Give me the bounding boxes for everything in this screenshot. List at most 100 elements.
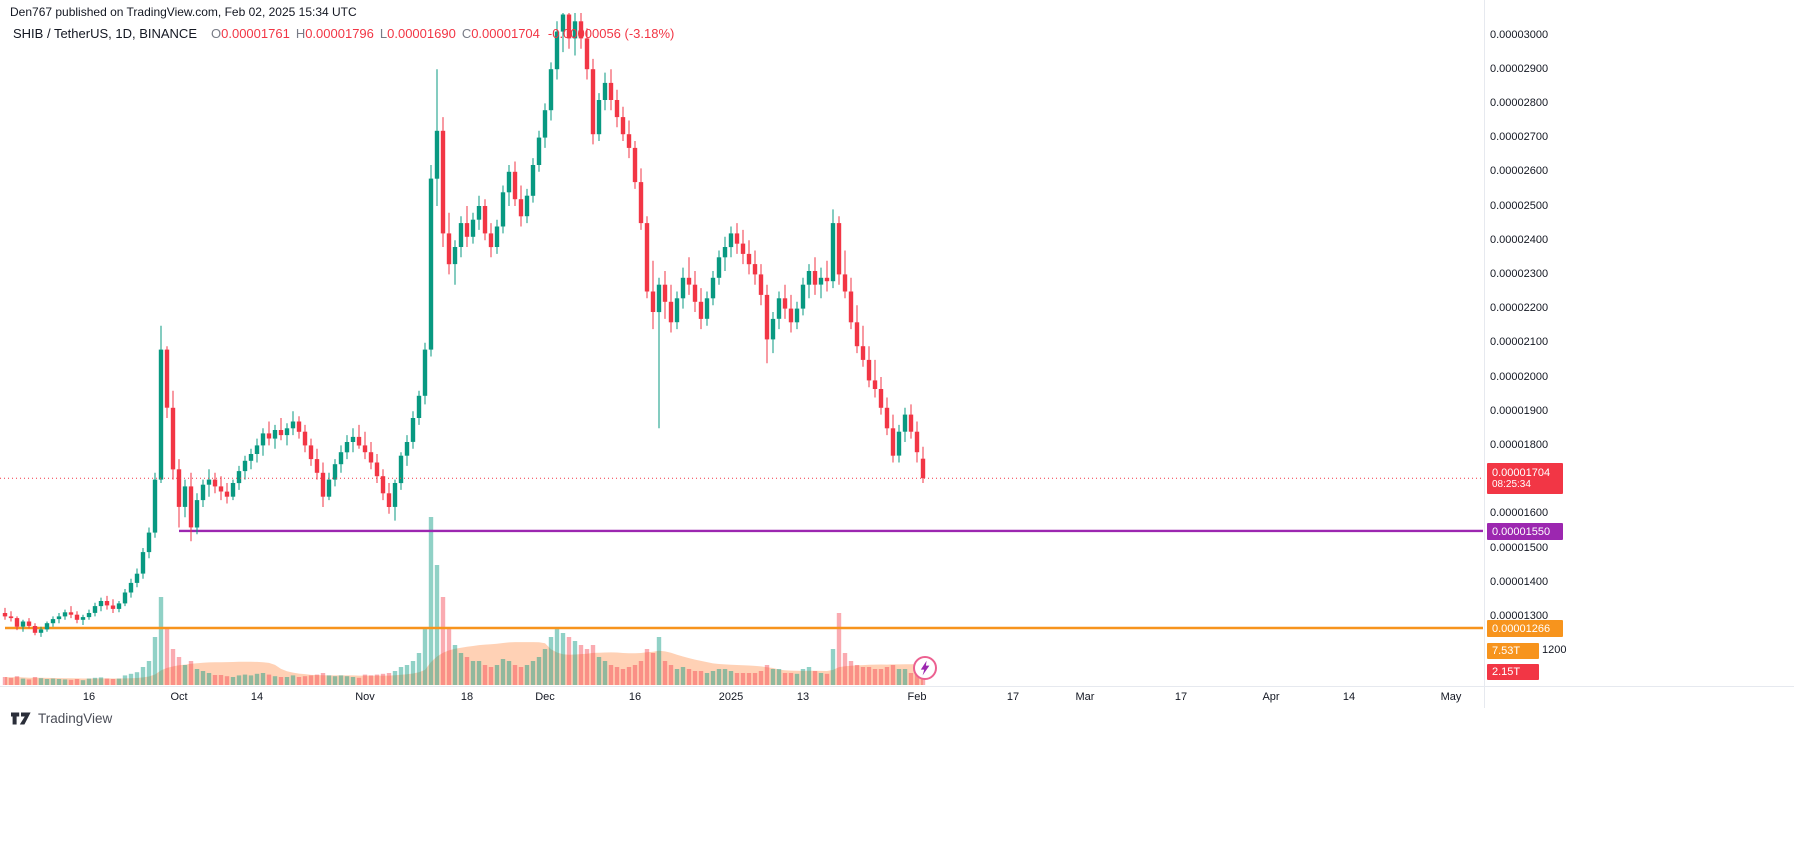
candle-body bbox=[92, 606, 98, 613]
candle-body bbox=[194, 500, 200, 528]
volume-bar bbox=[428, 517, 434, 685]
volume-bar bbox=[152, 637, 158, 685]
candle-body bbox=[392, 483, 398, 507]
candle-body bbox=[284, 428, 290, 436]
volume-ma-area bbox=[5, 642, 923, 685]
candle-body bbox=[500, 192, 506, 227]
volume-bar bbox=[218, 675, 224, 685]
candle-body bbox=[602, 82, 608, 100]
volume-bar bbox=[290, 675, 296, 685]
volume-bar bbox=[266, 674, 272, 685]
candle-body bbox=[710, 277, 716, 299]
price-axis-separator bbox=[1484, 0, 1485, 708]
volume-bar bbox=[734, 673, 740, 685]
volume-bar bbox=[860, 667, 866, 685]
volume-bar bbox=[764, 665, 770, 685]
volume-badge: 2.15T bbox=[1487, 664, 1539, 680]
volume-bar bbox=[398, 667, 404, 685]
lightning-bolt-icon bbox=[920, 660, 930, 676]
volume-bar bbox=[140, 667, 146, 685]
volume-bar bbox=[608, 665, 614, 685]
volume-bar bbox=[230, 677, 236, 685]
candle-body bbox=[200, 484, 206, 501]
flash-reaction-icon[interactable] bbox=[911, 654, 939, 682]
candle-body bbox=[470, 219, 476, 237]
volume-bar bbox=[38, 678, 44, 685]
candle-body bbox=[386, 493, 392, 507]
candle-body bbox=[2, 613, 8, 617]
tradingview-mark-icon bbox=[11, 712, 31, 725]
volume-bar bbox=[368, 675, 374, 685]
volume-bar bbox=[422, 629, 428, 685]
volume-bar bbox=[770, 669, 776, 685]
candle-body bbox=[896, 431, 902, 456]
candle-body bbox=[518, 199, 524, 217]
volume-bar bbox=[104, 678, 110, 685]
volume-bar bbox=[8, 677, 14, 685]
candle-body bbox=[80, 617, 86, 620]
candle-body bbox=[452, 247, 458, 265]
volume-bar bbox=[866, 667, 872, 685]
candle-body bbox=[398, 455, 404, 484]
candle-body bbox=[890, 428, 896, 456]
open-value: 0.00001761 bbox=[221, 26, 290, 41]
candle-body bbox=[416, 395, 422, 418]
candle-body bbox=[578, 21, 584, 39]
volume-bar bbox=[662, 661, 668, 685]
price-axis-label: 1200 bbox=[1542, 644, 1567, 656]
candle-body bbox=[164, 349, 170, 408]
candle-body bbox=[128, 582, 134, 593]
candle-body bbox=[260, 433, 266, 446]
volume-bar bbox=[842, 653, 848, 685]
high-value: 0.00001796 bbox=[305, 26, 374, 41]
volume-bar bbox=[314, 674, 320, 685]
time-axis-label: 16 bbox=[628, 691, 642, 703]
candle-body bbox=[524, 195, 530, 217]
volume-bar bbox=[644, 649, 650, 685]
volume-bar bbox=[740, 673, 746, 685]
candle-body bbox=[26, 621, 32, 626]
candle-body bbox=[860, 346, 866, 360]
candle-body bbox=[404, 442, 410, 456]
bar-countdown: 08:25:34 bbox=[1492, 479, 1531, 490]
tradingview-logo[interactable]: TradingView bbox=[10, 711, 112, 726]
candle-body bbox=[482, 206, 488, 234]
candle-body bbox=[110, 605, 116, 609]
volume-bar bbox=[824, 673, 830, 685]
volume-bar bbox=[464, 657, 470, 685]
candle-body bbox=[554, 31, 560, 70]
last-price-badge: 0.00001704 08:25:34 bbox=[1487, 463, 1563, 494]
candle-body bbox=[794, 308, 800, 323]
candle-body bbox=[104, 601, 110, 606]
volume-bar bbox=[716, 669, 722, 685]
volume-bar bbox=[632, 665, 638, 685]
volume-bar bbox=[326, 675, 332, 685]
volume-bar bbox=[572, 641, 578, 685]
candle-body bbox=[632, 147, 638, 183]
candle-body bbox=[782, 298, 788, 309]
volume-bar bbox=[704, 673, 710, 685]
candle-body bbox=[638, 182, 644, 224]
candle-body bbox=[176, 469, 182, 507]
candle-body bbox=[374, 462, 380, 477]
volume-bar bbox=[212, 675, 218, 685]
candle-body bbox=[212, 479, 218, 487]
candle-body bbox=[680, 277, 686, 299]
price-axis-label: 0.00002700 bbox=[1490, 131, 1549, 143]
time-axis-label: Oct bbox=[170, 691, 188, 703]
volume-bar bbox=[278, 677, 284, 685]
volume-bar bbox=[848, 661, 854, 685]
candle-body bbox=[656, 284, 662, 313]
orange-level-value: 0.00001266 bbox=[1492, 622, 1551, 635]
volume-bar bbox=[512, 665, 518, 685]
price-axis-label: 0.00001400 bbox=[1490, 576, 1549, 588]
candle-body bbox=[560, 14, 566, 32]
candle-body bbox=[440, 130, 446, 234]
time-axis-label: Feb bbox=[907, 691, 927, 703]
volume-bar bbox=[344, 676, 350, 685]
volume-bar bbox=[560, 633, 566, 685]
candle-body bbox=[566, 14, 572, 39]
